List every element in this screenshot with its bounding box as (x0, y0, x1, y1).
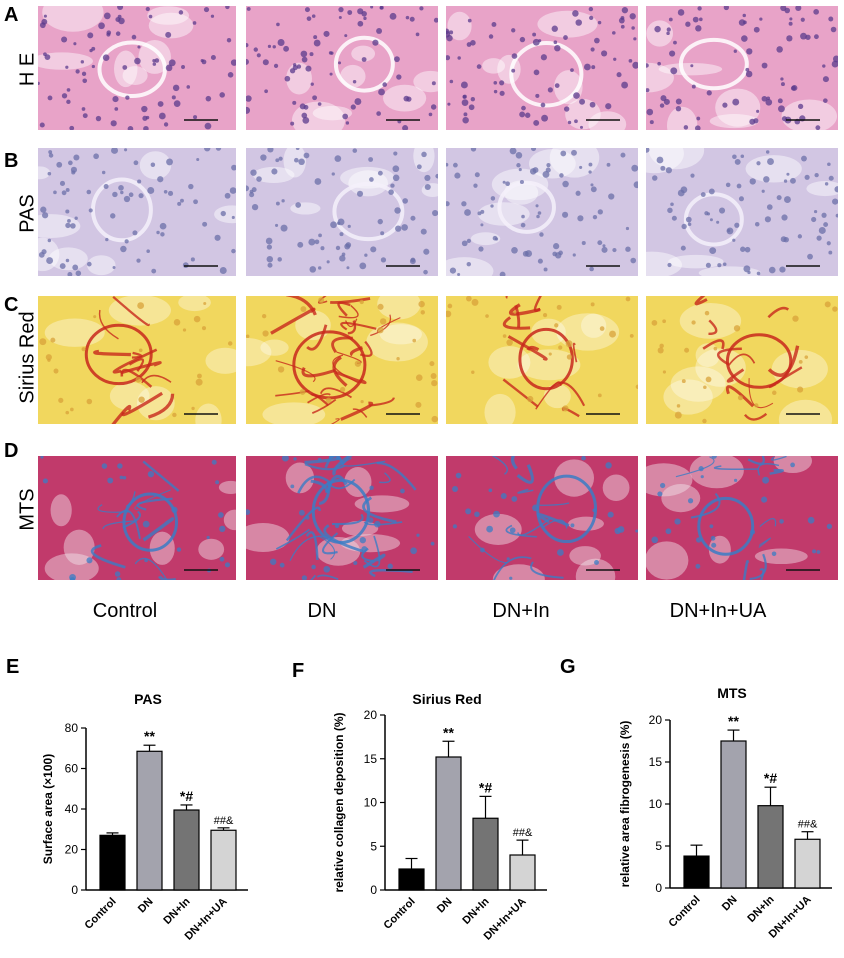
chart1-ytick-label-4: 20 (364, 708, 378, 722)
chart2-ytick-label-4: 20 (649, 713, 663, 727)
chart0-ytick-label-0: 0 (71, 883, 78, 897)
chart2-annotation-3: ##& (798, 819, 818, 831)
chart0-ytick-label-4: 80 (65, 721, 79, 735)
chart0-bar-1 (136, 750, 163, 891)
chart2-ytick-label-0: 0 (655, 881, 662, 895)
chart0-ytick-label-3: 60 (65, 762, 79, 776)
micrograph-he-dn (246, 6, 438, 130)
chart0-category-1: DN (136, 896, 156, 916)
micrograph-pas-dn-in-ua (646, 148, 838, 276)
group-label-dn-in-ua: DN+In+UA (669, 600, 767, 622)
micrograph-mts-dn-in (446, 456, 638, 580)
chart0-bar-2 (173, 809, 200, 891)
chart0-title: PAS (134, 691, 162, 707)
micrograph-mts-dn (246, 456, 438, 580)
chart0-ytick-label-2: 40 (65, 802, 79, 816)
chart2-bar-0 (683, 855, 710, 889)
chart0-category-0: Control (82, 896, 118, 932)
micrograph-sirius-control (38, 296, 236, 424)
micrograph-pas-dn (246, 148, 438, 276)
micrograph-mts-dn-in-ua (646, 456, 838, 580)
chart1-title: Sirius Red (412, 691, 481, 707)
group-label-control: Control (92, 600, 158, 622)
panel-letter-e: E (6, 656, 20, 678)
chart2-category-1: DN (720, 894, 740, 914)
panel-letter-g: G (560, 656, 576, 678)
group-label-dn-in: DN+In (492, 600, 550, 622)
micrograph-sirius-dn-in-ua (646, 296, 838, 424)
micrograph-he-dn-in (446, 6, 638, 130)
panel-letter-b: B (4, 150, 19, 172)
chart0-annotation-2: *# (180, 788, 193, 804)
chart1-annotation-1: ** (443, 724, 454, 740)
panel-letter-c: C (4, 294, 19, 316)
micrograph-pas-control (38, 148, 236, 276)
chart2-ytick-label-3: 15 (649, 755, 663, 769)
chart1-annotation-2: *# (479, 779, 492, 795)
chart1-ytick-label-3: 15 (364, 752, 378, 766)
chart2-ytick-label-2: 10 (649, 797, 663, 811)
chart0-ylabel: Surface area (×100) (41, 754, 55, 864)
chart2-title: MTS (717, 685, 747, 701)
micrograph-he-dn-in-ua (646, 6, 838, 130)
chart1-bar-3 (509, 854, 536, 891)
chart1-ytick-label-2: 10 (364, 796, 378, 810)
chart2-ytick-label-1: 5 (655, 839, 662, 853)
chart1-category-0: Control (381, 896, 417, 932)
chart2-category-2: DN+In (745, 893, 776, 924)
chart1-bar-2 (472, 817, 499, 891)
chart0-bar-0 (99, 834, 126, 891)
chart2-category-0: Control (666, 894, 702, 930)
chart1-category-2: DN+In (460, 895, 491, 926)
chart2-bar-2 (757, 805, 784, 889)
chart0-ytick-label-1: 20 (65, 843, 79, 857)
chart0-category-2: DN+In (161, 895, 192, 926)
chart1-ytick-label-1: 5 (370, 839, 377, 853)
group-label-dn: DN (307, 600, 337, 622)
chart2-annotation-2: *# (764, 770, 777, 786)
chart1-category-1: DN (435, 896, 455, 916)
chart2-ylabel: relative area fibrogenesis (%) (618, 721, 632, 888)
micrograph-he-control (38, 6, 236, 130)
micrograph-pas-dn-in (446, 148, 638, 276)
chart1-annotation-3: ##& (513, 827, 533, 839)
panel-letter-a: A (4, 4, 19, 26)
chart2-annotation-1: ** (728, 713, 739, 729)
chart1-bar-0 (398, 868, 425, 891)
micrograph-sirius-dn-in (446, 296, 638, 424)
chart0-annotation-3: ##& (214, 815, 234, 827)
chart1-ytick-label-0: 0 (370, 883, 377, 897)
chart0-bar-3 (210, 829, 237, 891)
micrograph-sirius-dn (246, 296, 438, 424)
panel-letter-d: D (4, 440, 19, 462)
chart1-bar-1 (435, 756, 462, 891)
chart0-annotation-1: ** (144, 728, 155, 744)
panel-letter-f: F (292, 660, 305, 682)
chart1-ylabel: relative collagen deposition (%) (332, 712, 346, 892)
chart2-bar-1 (720, 740, 747, 889)
chart2-bar-3 (794, 838, 821, 889)
micrograph-mts-control (38, 456, 236, 580)
